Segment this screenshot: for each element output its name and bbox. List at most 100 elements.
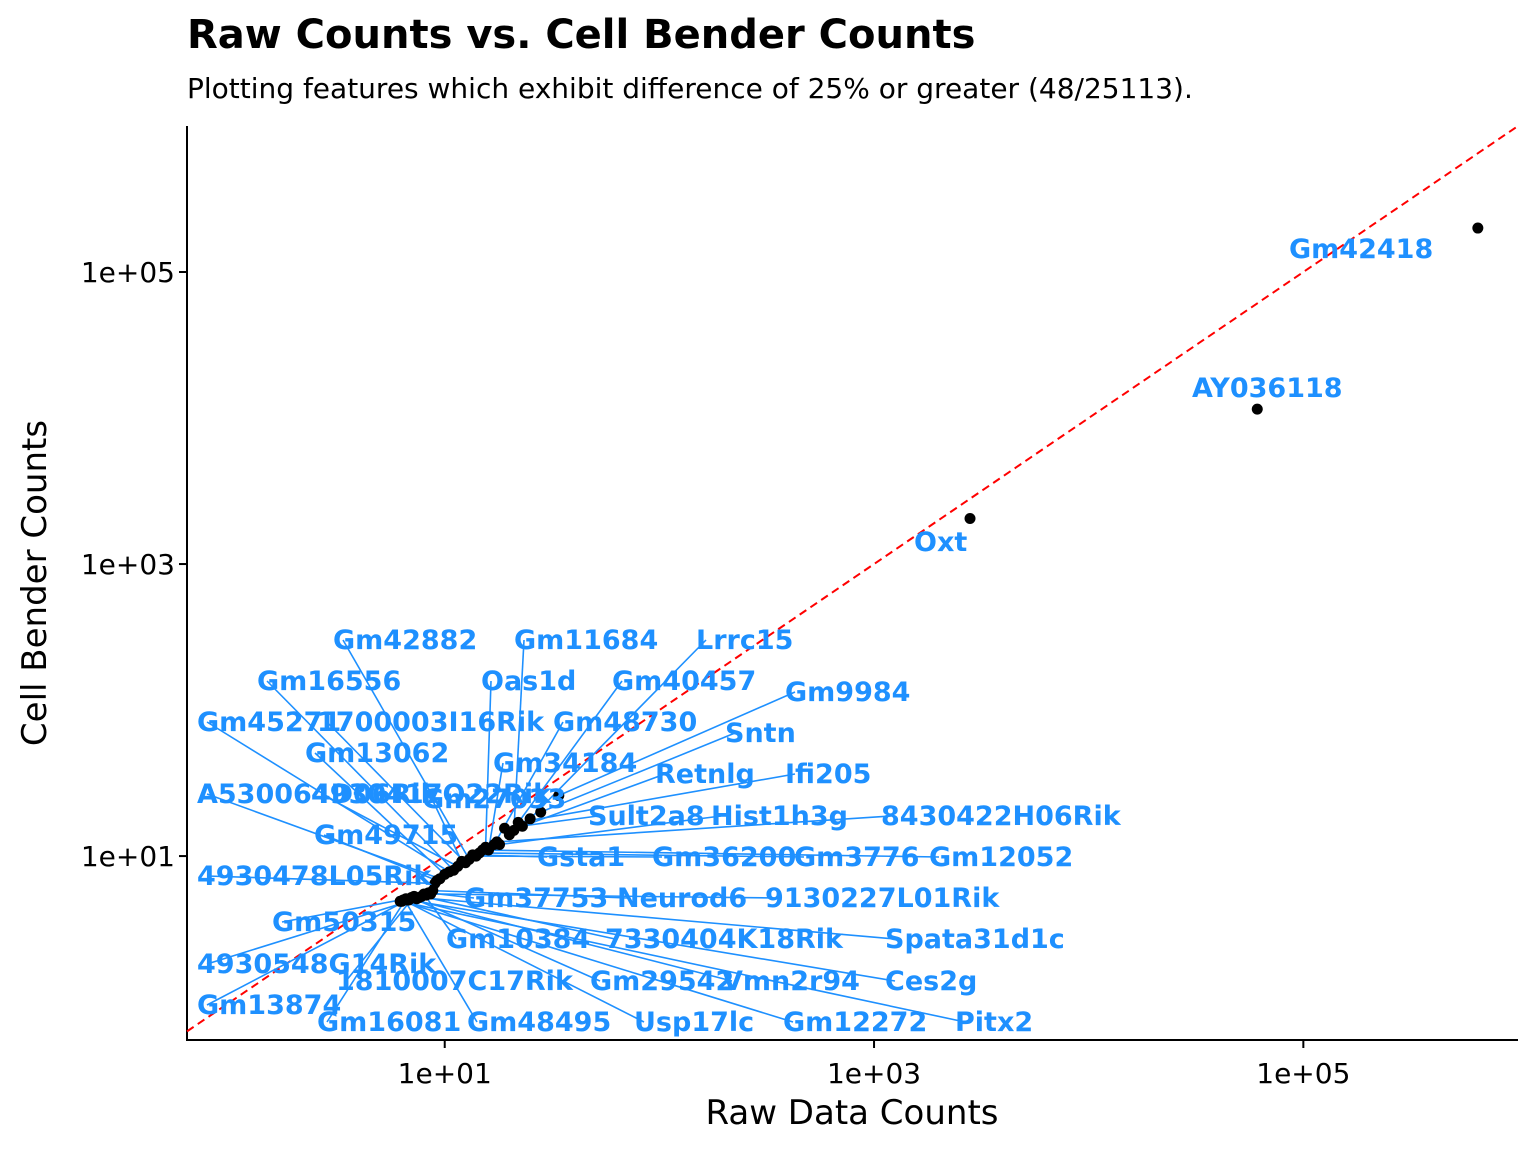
label-4930417o22rik: 4930417O22Rik: [311, 779, 552, 810]
leader-line-4930478l05rik: [206, 875, 435, 885]
label-gm42882: Gm42882: [333, 625, 477, 656]
label-gm49715: Gm49715: [314, 820, 458, 851]
label-leader-lines: [206, 639, 966, 1023]
point-ay036118: [1251, 403, 1263, 415]
leader-line-gm40457: [508, 680, 623, 836]
label-gm11684: Gm11684: [514, 625, 658, 656]
leader-line-1700003i16rik: [326, 721, 467, 864]
label-gm34184: Gm34184: [493, 748, 637, 779]
leader-line-lrrc15: [529, 639, 707, 820]
leader-line-neurod6: [432, 889, 628, 899]
label-gm37753: Gm37753: [464, 883, 608, 914]
label-ay036118: AY036118: [1192, 373, 1343, 404]
label-1700003i16rik: 1700003I16Rik: [317, 707, 545, 738]
point-lrrc15: [524, 813, 536, 825]
leader-line-9130227l01rik: [430, 893, 776, 899]
label-gm16556: Gm16556: [257, 666, 401, 697]
leader-line-gm9984: [558, 691, 796, 797]
leader-line-gm34184: [487, 762, 504, 851]
leader-line-gm11684: [513, 639, 525, 831]
label-lrrc15: Lrrc15: [696, 625, 793, 656]
label-oxt: Oxt: [914, 527, 967, 558]
leader-line-gm13062: [314, 752, 446, 875]
label-sult2a8: Sult2a8: [588, 801, 705, 832]
x-tick-label: 1e+03: [827, 1057, 921, 1090]
label-retnlg: Retnlg: [655, 759, 755, 790]
leader-line-gm45271: [206, 721, 450, 873]
leader-line-gm48495: [403, 899, 478, 1023]
leader-line-gm16556: [266, 680, 455, 871]
leader-line-ces2g: [408, 899, 896, 982]
leader-line-gm12272: [401, 900, 794, 1023]
leader-line-gm42882: [342, 639, 470, 860]
leader-line-pitx2: [399, 900, 966, 1023]
leader-line-gsta1: [472, 854, 548, 858]
leader-line-gm16081: [326, 898, 407, 1023]
label-gm12272: Gm12272: [783, 1007, 927, 1038]
y-tick-label: 1e+01: [81, 840, 175, 873]
x-tick-label: 1e+05: [1256, 1057, 1350, 1090]
y-tick-label: 1e+03: [81, 548, 175, 581]
chart-title: Raw Counts vs. Cell Bender Counts: [187, 12, 976, 58]
leader-line-gm27033: [431, 798, 463, 862]
label-hist1h3g: Hist1h3g: [711, 801, 848, 832]
label-gm40457: Gm40457: [612, 666, 756, 697]
label-vmn2r94: Vmn2r94: [722, 966, 860, 997]
label-gm48495: Gm48495: [467, 1007, 611, 1038]
leader-line-8430422h06rik: [496, 815, 892, 843]
x-tick-label: 1e+01: [398, 1057, 492, 1090]
label-gm10384: Gm10384: [446, 924, 590, 955]
axis-ticks: 1e+01 1e+03 1e+05 1e+01 1e+03 1e+05: [81, 256, 1351, 1090]
label-gm29542: Gm29542: [590, 966, 734, 997]
leader-line-gm12052: [482, 849, 940, 858]
leader-line-usp17lc: [402, 899, 645, 1023]
reference-line-layer: [186, 125, 1519, 1033]
label-8430422h06rik: 8430422H06Rik: [881, 801, 1122, 832]
leader-line-gm49715: [323, 834, 438, 882]
label-1810007c17rik: 1810007C17Rik: [336, 966, 574, 997]
label-gsta1: Gsta1: [537, 842, 625, 873]
leader-line-a530064d06rik: [206, 793, 441, 880]
label-4930478l05rik: 4930478L05Rik: [197, 861, 432, 892]
x-axis-title: Raw Data Counts: [705, 1093, 998, 1133]
leader-line-gm29542: [411, 896, 601, 982]
label-gm36200: Gm36200: [652, 842, 796, 873]
y-tick-label: 1e+05: [81, 256, 175, 289]
label-gm27033: Gm27033: [422, 784, 566, 815]
label-gm50315: Gm50315: [272, 907, 416, 938]
label-7330404k18rik: 7330404K18Rik: [605, 924, 844, 955]
label-gm13874: Gm13874: [197, 990, 341, 1021]
label-a530064d06rik: A530064D06Rik: [197, 779, 440, 810]
point-sult2a8: [499, 822, 511, 834]
point-sntn: [535, 806, 547, 818]
data-points: [394, 222, 1484, 907]
leader-line-4930548g14rik: [206, 898, 417, 965]
leader-line-gm13874: [206, 899, 408, 1006]
label-gm13062: Gm13062: [305, 738, 449, 769]
point-pitx2: [394, 895, 406, 907]
point-gm42418: [1472, 222, 1484, 234]
label-neurod6: Neurod6: [617, 883, 747, 914]
label-gm12052: Gm12052: [929, 842, 1073, 873]
y-axis-title: Cell Bender Counts: [15, 420, 55, 746]
leader-line-sntn: [540, 732, 736, 813]
leader-line-gm3776: [479, 852, 805, 858]
gene-labels: Gm42418 AY036118 Oxt Gm9984 Sntn Lrrc15 Retnlg…: [197, 234, 1433, 1038]
label-gm42418: Gm42418: [1289, 234, 1433, 265]
label-gm45271: Gm45271: [197, 707, 341, 738]
label-ces2g: Ces2g: [885, 966, 977, 997]
label-ifi205: Ifi205: [785, 759, 871, 790]
leader-line-gm10384: [423, 893, 457, 940]
label-usp17lc: Usp17lc: [634, 1007, 754, 1038]
label-gm48730: Gm48730: [553, 707, 697, 738]
label-9130227l01rik: 9130227L01Rik: [765, 883, 1000, 914]
label-gm3776: Gm3776: [794, 842, 919, 873]
label-4930548g14rik: 4930548G14Rik: [197, 949, 437, 980]
label-spata31d1c: Spata31d1c: [885, 924, 1065, 955]
label-gm9984: Gm9984: [785, 677, 910, 708]
label-oas1d: Oas1d: [481, 666, 576, 697]
reference-line-y-equals-x: [186, 125, 1519, 1033]
leader-line-oas1d: [484, 680, 492, 848]
label-gm16081: Gm16081: [317, 1007, 461, 1038]
